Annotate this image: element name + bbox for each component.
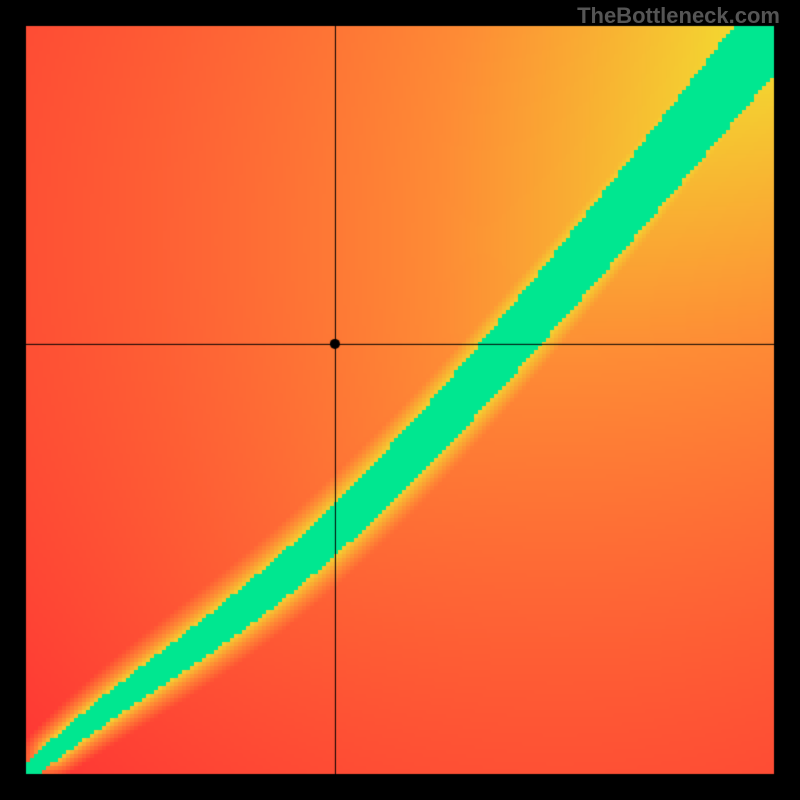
chart-container: TheBottleneck.com (0, 0, 800, 800)
bottleneck-heatmap (0, 0, 800, 800)
watermark-text: TheBottleneck.com (577, 3, 780, 29)
